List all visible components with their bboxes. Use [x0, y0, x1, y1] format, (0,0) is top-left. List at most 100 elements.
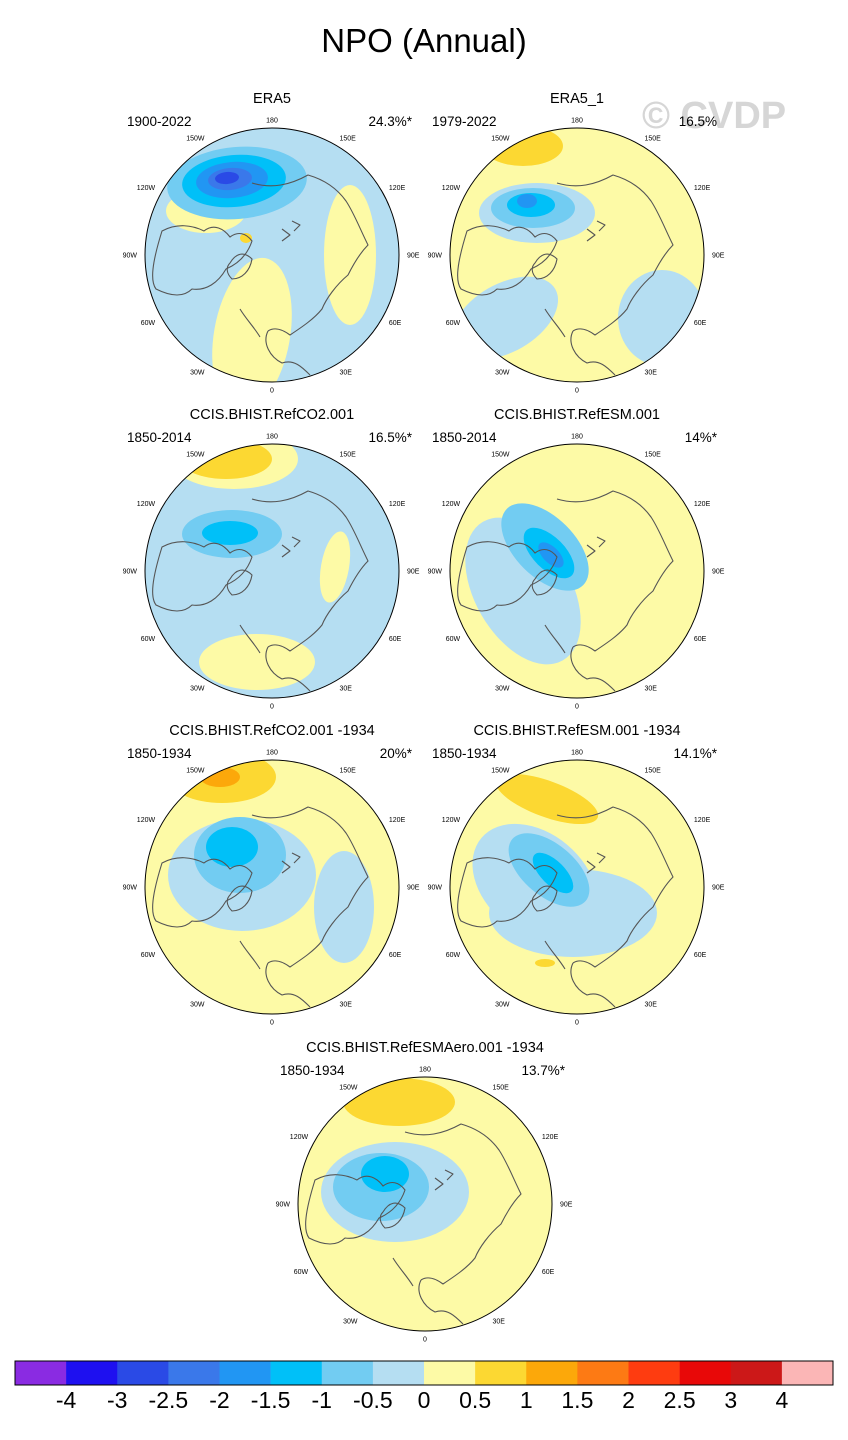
positive-core	[483, 128, 563, 166]
colorbar-swatch	[424, 1361, 476, 1385]
longitude-label: 0	[270, 388, 274, 395]
longitude-label: 60W	[294, 1269, 309, 1276]
panel-title: CCIS.BHIST.RefESM.001 -1934	[473, 723, 681, 739]
longitude-label: 180	[266, 118, 278, 125]
panel-years: 1979-2022	[432, 114, 497, 129]
panel-variance: 14.1%*	[673, 746, 717, 761]
greenland-coastline	[531, 885, 558, 912]
longitude-label: 180	[266, 434, 278, 441]
europe-coastline	[570, 962, 616, 1008]
negative-core	[206, 827, 258, 867]
longitude-label: 90E	[560, 1202, 573, 1209]
longitude-label: 60W	[446, 636, 461, 643]
panel-years: 1900-2022	[127, 114, 192, 129]
iceland-coastline	[239, 624, 261, 654]
longitude-label: 30W	[495, 369, 510, 376]
colorbar-swatch	[526, 1361, 578, 1385]
polar-map: 180 150E 120E 90E 60E 30E 0 30W 60W 90W 120W 150W	[123, 750, 420, 1027]
longitude-label: 0	[423, 1337, 427, 1344]
longitude-label: 90E	[712, 569, 725, 576]
positive-core	[240, 233, 252, 243]
longitude-label: 30E	[645, 1001, 658, 1008]
arctic-islands-coastline	[586, 536, 606, 558]
map-border	[449, 127, 705, 383]
longitude-label: 90W	[428, 885, 443, 892]
longitude-label: 150E	[645, 768, 662, 775]
longitude-label: 60E	[694, 952, 707, 959]
colorbar-swatch	[15, 1361, 67, 1385]
arctic-islands-coastline	[434, 1169, 454, 1191]
longitude-label: 120W	[137, 185, 156, 192]
background	[450, 128, 704, 382]
europe-coastline	[570, 330, 616, 376]
coastlines	[457, 806, 674, 1008]
longitude-label: 90W	[428, 253, 443, 260]
longitude-label: 0	[575, 388, 579, 395]
panel-era5_1: ERA5_1 1979-2022 16.5% 180 150E 120E 90E 60E 30E…	[427, 91, 727, 397]
watermark: © CVDP	[642, 95, 787, 137]
longitude-label: 150E	[493, 1085, 510, 1092]
eurasia-coastline	[556, 806, 674, 968]
north-america-coastline	[152, 857, 253, 928]
longitude-label: 30E	[340, 1001, 353, 1008]
longitude-label: 0	[270, 1020, 274, 1027]
longitude-label: 150W	[186, 768, 205, 775]
longitude-label: 180	[571, 750, 583, 757]
colorbar-swatch	[66, 1361, 118, 1385]
panel-variance: 13.7%*	[521, 1063, 565, 1078]
colorbar-tick-label: 3	[724, 1387, 738, 1413]
longitude-label: 30W	[190, 1001, 205, 1008]
coastlines	[457, 174, 674, 376]
longitude-label: 90E	[407, 569, 420, 576]
colorbar-tick-label: -2	[209, 1387, 230, 1413]
anomaly-field	[298, 1077, 552, 1331]
panel-years: 1850-2014	[432, 430, 497, 445]
longitude-label: 120E	[694, 817, 711, 824]
longitude-label: 30E	[340, 685, 353, 692]
anomaly-field	[145, 760, 399, 1014]
longitude-label: 30E	[340, 369, 353, 376]
colorbar-tick-label: 0	[417, 1387, 431, 1413]
panel-title: ERA5	[253, 91, 291, 107]
colorbar-labels: -4 -3 -2.5 -2 -1.5 -1 -0.5 0 0.5 1 1.5 2 2.5 3 4	[0, 1387, 848, 1417]
longitude-label: 120W	[442, 501, 461, 508]
eurasia-coastline	[251, 174, 369, 336]
atlantic-positive	[212, 257, 292, 382]
greenland-coastline	[531, 569, 558, 596]
greenland-coastline	[226, 569, 253, 596]
longitude-label: 150E	[340, 452, 357, 459]
longitude-label: 150E	[340, 768, 357, 775]
longitude-label: 60E	[389, 636, 402, 643]
panel-variance: 20%*	[379, 746, 412, 761]
colorbar-tick-label: -4	[55, 1387, 77, 1413]
polar-map: 180 150E 120E 90E 60E 30E 0 30W 60W 90W 120W 150W	[123, 434, 420, 711]
longitude-label: 120E	[694, 185, 711, 192]
panel-years: 1850-1934	[280, 1063, 345, 1078]
negative-core	[202, 521, 258, 545]
arctic-islands-coastline	[281, 852, 301, 874]
colorbar-outline	[14, 1360, 834, 1386]
iceland-coastline	[544, 308, 566, 338]
greenland-coastline	[226, 253, 253, 280]
longitude-label: 30W	[190, 685, 205, 692]
eurasia-coastline	[556, 490, 674, 652]
longitude-label: 90E	[712, 253, 725, 260]
background	[145, 444, 399, 698]
positive	[199, 634, 315, 690]
longitude-label: 150W	[186, 452, 205, 459]
colorbar-swatch	[219, 1361, 271, 1385]
panel-refco2_1934: CCIS.BHIST.RefCO2.001 -1934 1850-1934 20%*…	[122, 723, 422, 1029]
colorbar-swatch	[679, 1361, 732, 1385]
europe-coastline	[265, 330, 311, 376]
north-america-coastline	[457, 857, 558, 928]
north-america-coastline	[457, 225, 558, 296]
coastlines	[152, 806, 369, 1008]
panel-title: CCIS.BHIST.RefESM.001	[494, 407, 660, 423]
longitude-label: 180	[571, 118, 583, 125]
iceland-coastline	[544, 940, 566, 970]
north-america-coastline	[152, 225, 253, 296]
longitude-label: 60E	[542, 1269, 555, 1276]
panel-era5: ERA5 1900-2022 24.3%* 180 150E 120E 90E 60E 30E 0…	[122, 91, 422, 397]
longitude-label: 90W	[428, 569, 443, 576]
polar-map: 180 150E 120E 90E 60E 30E 0 30W 60W 90W 120W 150W	[428, 750, 725, 1027]
